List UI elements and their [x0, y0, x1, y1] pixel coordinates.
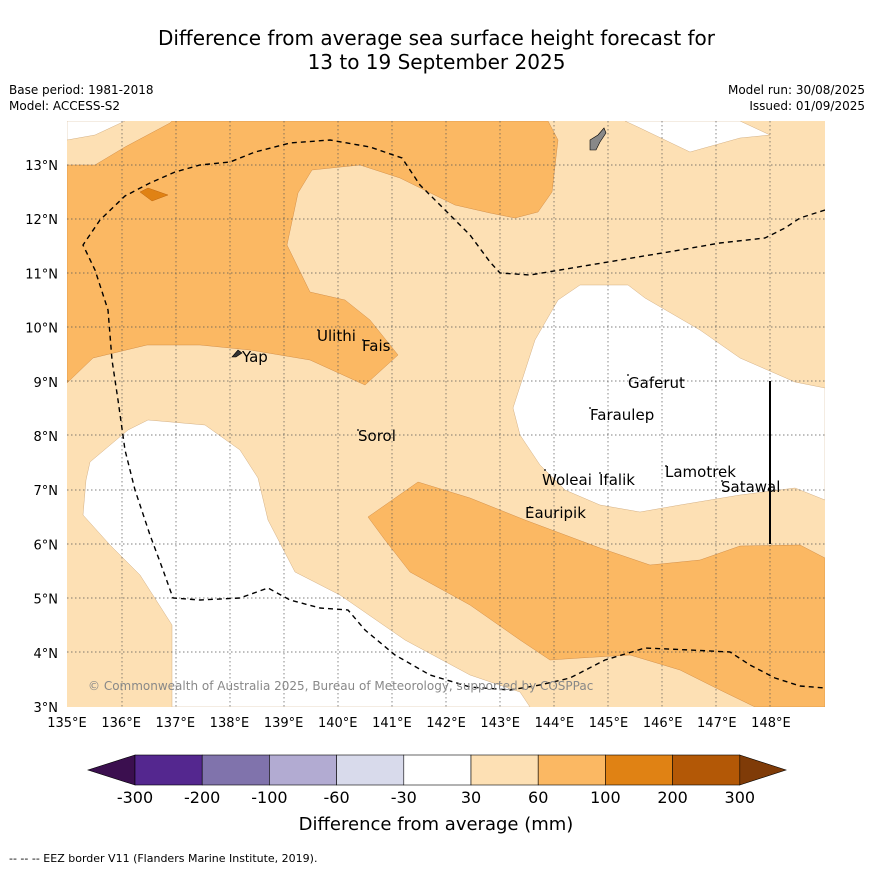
colorbar-bin [537, 754, 606, 786]
colorbar-extend-high [739, 754, 787, 786]
label-faraulep: Faraulep [590, 406, 654, 424]
colorbar-bin [201, 754, 270, 786]
label-fais: Fais [362, 337, 391, 355]
colorbar-bin [336, 754, 405, 786]
longitude-label: 136°E [101, 716, 141, 731]
longitude-label: 144°E [535, 716, 575, 731]
latitude-label: 9°N [34, 376, 59, 391]
lamotrek-marker [665, 465, 667, 467]
anomaly-neutral-region-east [512, 284, 825, 513]
faraulep-marker [589, 407, 591, 409]
eez-footnote: -- -- -- EEZ border V11 (Flanders Marine… [9, 852, 318, 865]
label-sorol: Sorol [358, 427, 396, 445]
label-lamotrek: Lamotrek [665, 463, 736, 481]
map-title: Difference from average sea surface heig… [0, 26, 873, 74]
longitude-labels: 135°E 136°E 137°E 138°E 139°E 140°E 141°E 142°E… [47, 716, 790, 731]
longitude-label: 135°E [47, 716, 87, 731]
colorbar-tick-label: -200 [184, 788, 220, 807]
colorbar-bin [672, 754, 741, 786]
colorbar: -300 -200 -100 -60 -30 30 60 100 200 300 [87, 754, 787, 807]
guam-island [589, 127, 607, 151]
colorbar-tick-label: -100 [251, 788, 287, 807]
gaferut-marker [627, 374, 629, 376]
label-woleai: Woleai [542, 471, 592, 489]
fais-marker [362, 339, 364, 341]
map-panel: Yap Ulithi Fais Sorol Gaferut Faraulep W… [67, 121, 825, 707]
colorbar-extend-low [87, 754, 136, 786]
copyright-credit: © Commonwealth of Australia 2025, Bureau… [88, 679, 593, 693]
eauripik-marker [529, 506, 531, 508]
colorbar-tick-label: 300 [725, 788, 756, 807]
title-line-1: Difference from average sea surface heig… [157, 26, 716, 50]
longitude-label: 140°E [318, 716, 358, 731]
longitude-label: 147°E [697, 716, 737, 731]
latitude-label: 6°N [34, 538, 59, 553]
colorbar-bin [605, 754, 673, 786]
label-satawal: Satawal [721, 478, 780, 496]
latitude-label: 5°N [34, 593, 59, 608]
label-ifalik: Ifalik [599, 471, 635, 489]
latitude-label: 13°N [25, 159, 58, 174]
title-line-2: 13 to 19 September 2025 [307, 50, 566, 74]
label-yap: Yap [241, 348, 268, 366]
sorol-marker [357, 429, 359, 431]
anomaly-100-200-patch [139, 187, 169, 202]
longitude-label: 138°E [210, 716, 250, 731]
yap-island [231, 349, 243, 358]
latitude-label: 10°N [25, 322, 58, 337]
latitude-label: 4°N [34, 647, 59, 662]
colorbar-tick-label: -300 [117, 788, 153, 807]
colorbar-tick-label: -60 [324, 788, 350, 807]
latitude-labels: 13°N 12°N 11°N 10°N 9°N 8°N 7°N 6°N 5°N 4°N 3°N [25, 159, 58, 716]
issued-date: Issued: 01/09/2025 [749, 99, 865, 113]
base-period: Base period: 1981-2018 [9, 83, 154, 97]
anomaly-neutral-region-northwest [67, 121, 126, 141]
latitude-label: 11°N [25, 267, 58, 282]
label-eauripik: Eauripik [525, 504, 586, 522]
longitude-label: 145°E [589, 716, 629, 731]
longitude-label: 137°E [156, 716, 196, 731]
colorbar-tick-label: 200 [657, 788, 688, 807]
longitude-label: 148°E [751, 716, 791, 731]
longitude-label: 142°E [426, 716, 466, 731]
latitude-label: 12°N [25, 213, 58, 228]
anomaly-neutral-region-west [82, 419, 531, 707]
ifalik-marker [599, 472, 601, 474]
model-run: Model run: 30/08/2025 [727, 83, 865, 97]
woleai-marker [544, 469, 546, 471]
label-ulithi: Ulithi [317, 327, 356, 345]
graticule [67, 121, 825, 707]
colorbar-bin [403, 754, 472, 786]
meta-right: Model run: 30/08/2025 Issued: 01/09/2025 [728, 82, 865, 114]
ulithi-marker [317, 329, 319, 331]
anomaly-60-100-region-northwest [67, 121, 559, 386]
colorbar-tick-label: 30 [461, 788, 481, 807]
model-name: Model: ACCESS-S2 [9, 99, 121, 113]
latitude-label: 7°N [34, 484, 59, 499]
longitude-label: 139°E [264, 716, 304, 731]
colorbar-bin [470, 754, 539, 786]
colorbar-title: Difference from average (mm) [299, 814, 574, 835]
eez-border-line [82, 139, 825, 691]
meta-left: Base period: 1981-2018 Model: ACCESS-S2 [9, 82, 154, 114]
anomaly-neutral-region-northeast [624, 121, 771, 153]
longitude-label: 146°E [643, 716, 683, 731]
longitude-label: 143°E [480, 716, 520, 731]
colorbar-tick-label: 100 [590, 788, 621, 807]
colorbar-tick-label: -30 [391, 788, 417, 807]
colorbar-tick-label: 60 [528, 788, 548, 807]
label-gaferut: Gaferut [628, 374, 685, 392]
latitude-label: 3°N [34, 701, 59, 716]
colorbar-bin [269, 754, 337, 786]
latitude-label: 8°N [34, 430, 59, 445]
longitude-label: 141°E [372, 716, 412, 731]
satawal-marker [721, 480, 723, 482]
colorbar-bin [134, 754, 203, 786]
